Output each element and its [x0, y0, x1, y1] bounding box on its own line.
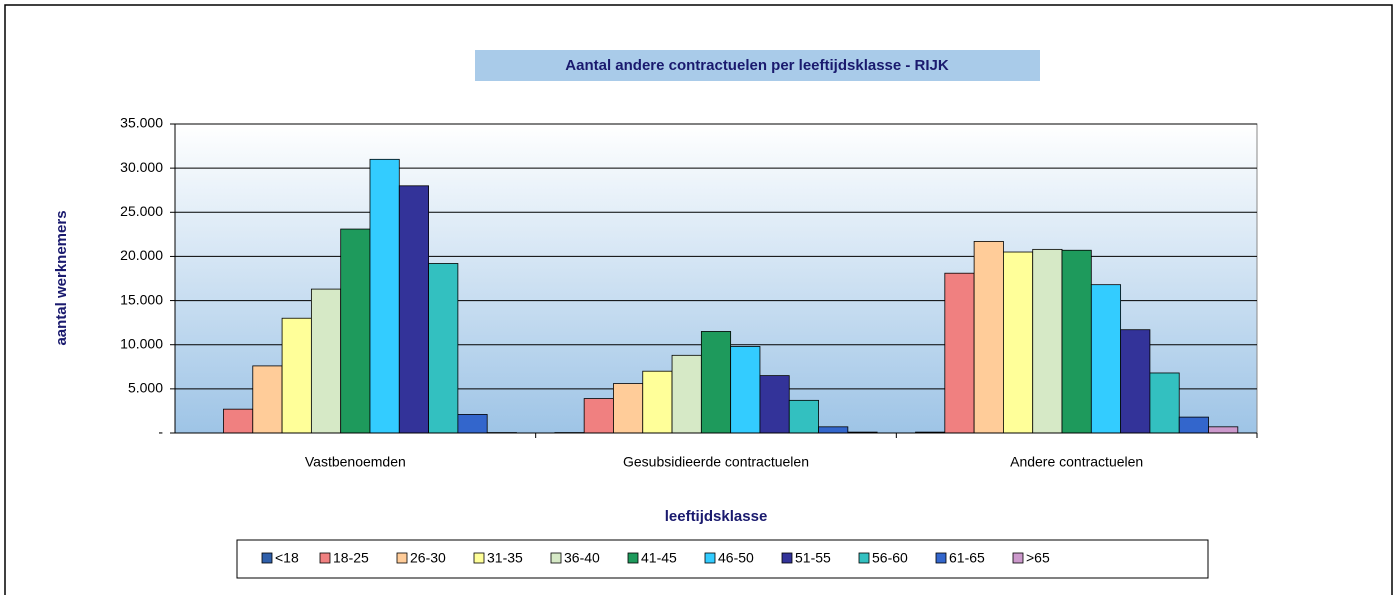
bar [252, 365, 283, 434]
x-axis-title: leeftijdsklasse [665, 508, 768, 525]
legend-swatch [858, 552, 870, 564]
legend-label: 46-50 [718, 550, 754, 566]
legend-label: 51-55 [795, 550, 831, 566]
legend-label: 61-65 [949, 550, 985, 566]
legend-swatch [935, 552, 947, 564]
bar [310, 288, 342, 434]
legend-label: 31-35 [487, 550, 523, 566]
bar [428, 263, 459, 434]
bar [1003, 251, 1034, 434]
bar [583, 398, 614, 434]
legend-swatch [781, 552, 793, 564]
y-tick-label: 30.000 [120, 159, 163, 175]
x-tick-label: Vastbenoemden [305, 454, 406, 470]
legend-swatch [704, 552, 716, 564]
bar [944, 272, 975, 434]
bar [457, 414, 488, 434]
y-tick-label: - [158, 424, 163, 440]
bar [340, 228, 371, 434]
legend-label: 18-25 [333, 550, 369, 566]
chart-title: Aantal andere contractuelen per leeftijd… [565, 57, 949, 74]
y-tick-label: 20.000 [120, 247, 163, 263]
bar [613, 383, 644, 434]
bar [730, 346, 761, 434]
legend-swatch [550, 552, 562, 564]
bar [788, 399, 819, 434]
legend-label: 26-30 [410, 550, 446, 566]
legend-swatch [627, 552, 639, 564]
legend-label: >65 [1026, 550, 1050, 566]
bar [700, 331, 732, 434]
x-tick-label: Andere contractuelen [1010, 454, 1143, 470]
bar [1090, 284, 1122, 434]
bar [1149, 372, 1180, 434]
bar [281, 317, 312, 434]
x-tick-label: Gesubsidieerde contractuelen [623, 454, 809, 470]
y-tick-label: 25.000 [120, 203, 163, 219]
bar [1208, 426, 1239, 434]
y-tick-label: 5.000 [128, 380, 163, 396]
legend-swatch [473, 552, 485, 564]
legend-label: 36-40 [564, 550, 600, 566]
bar [398, 185, 429, 434]
bar [818, 426, 849, 434]
y-tick-label: 15.000 [120, 291, 163, 307]
legend-label: 41-45 [641, 550, 677, 566]
legend-swatch [261, 552, 273, 564]
bar [973, 241, 1004, 434]
y-tick-label: 35.000 [120, 115, 163, 131]
legend-swatch [319, 552, 331, 564]
bar [1120, 329, 1151, 434]
bar [759, 375, 790, 434]
y-tick-label: 10.000 [120, 335, 163, 351]
bar [223, 408, 254, 434]
bar [642, 370, 673, 434]
legend-swatch [1012, 552, 1024, 564]
legend-swatch [396, 552, 408, 564]
bar [369, 158, 400, 434]
legend-label: <18 [275, 550, 299, 566]
bar [671, 354, 702, 434]
title-box [475, 50, 1040, 81]
bar [1061, 249, 1092, 434]
legend-label: 56-60 [872, 550, 908, 566]
bar [1032, 248, 1063, 434]
y-axis-title: aantal werknemers [53, 210, 70, 345]
bar [1178, 416, 1209, 434]
